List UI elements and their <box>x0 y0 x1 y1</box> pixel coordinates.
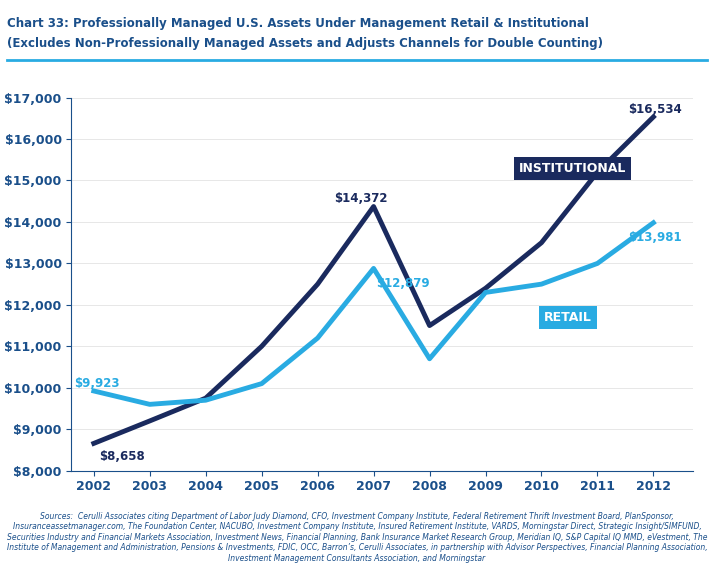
Text: Sources:  Cerulli Associates citing Department of Labor Judy Diamond, CFO, Inves: Sources: Cerulli Associates citing Depar… <box>6 512 708 563</box>
Text: (Excludes Non-Professionally Managed Assets and Adjusts Channels for Double Coun: (Excludes Non-Professionally Managed Ass… <box>7 37 603 51</box>
Text: $16,534: $16,534 <box>628 103 682 116</box>
Text: Chart 33: Professionally Managed U.S. Assets Under Management Retail & Instituti: Chart 33: Professionally Managed U.S. As… <box>7 17 589 30</box>
Text: $8,658: $8,658 <box>99 450 145 463</box>
Text: $14,372: $14,372 <box>334 192 388 205</box>
Text: $9,923: $9,923 <box>74 377 120 390</box>
Text: $13,981: $13,981 <box>628 231 682 245</box>
Text: INSTITUTIONAL: INSTITUTIONAL <box>519 162 626 175</box>
Text: RETAIL: RETAIL <box>544 312 592 324</box>
Text: $12,879: $12,879 <box>376 277 430 290</box>
